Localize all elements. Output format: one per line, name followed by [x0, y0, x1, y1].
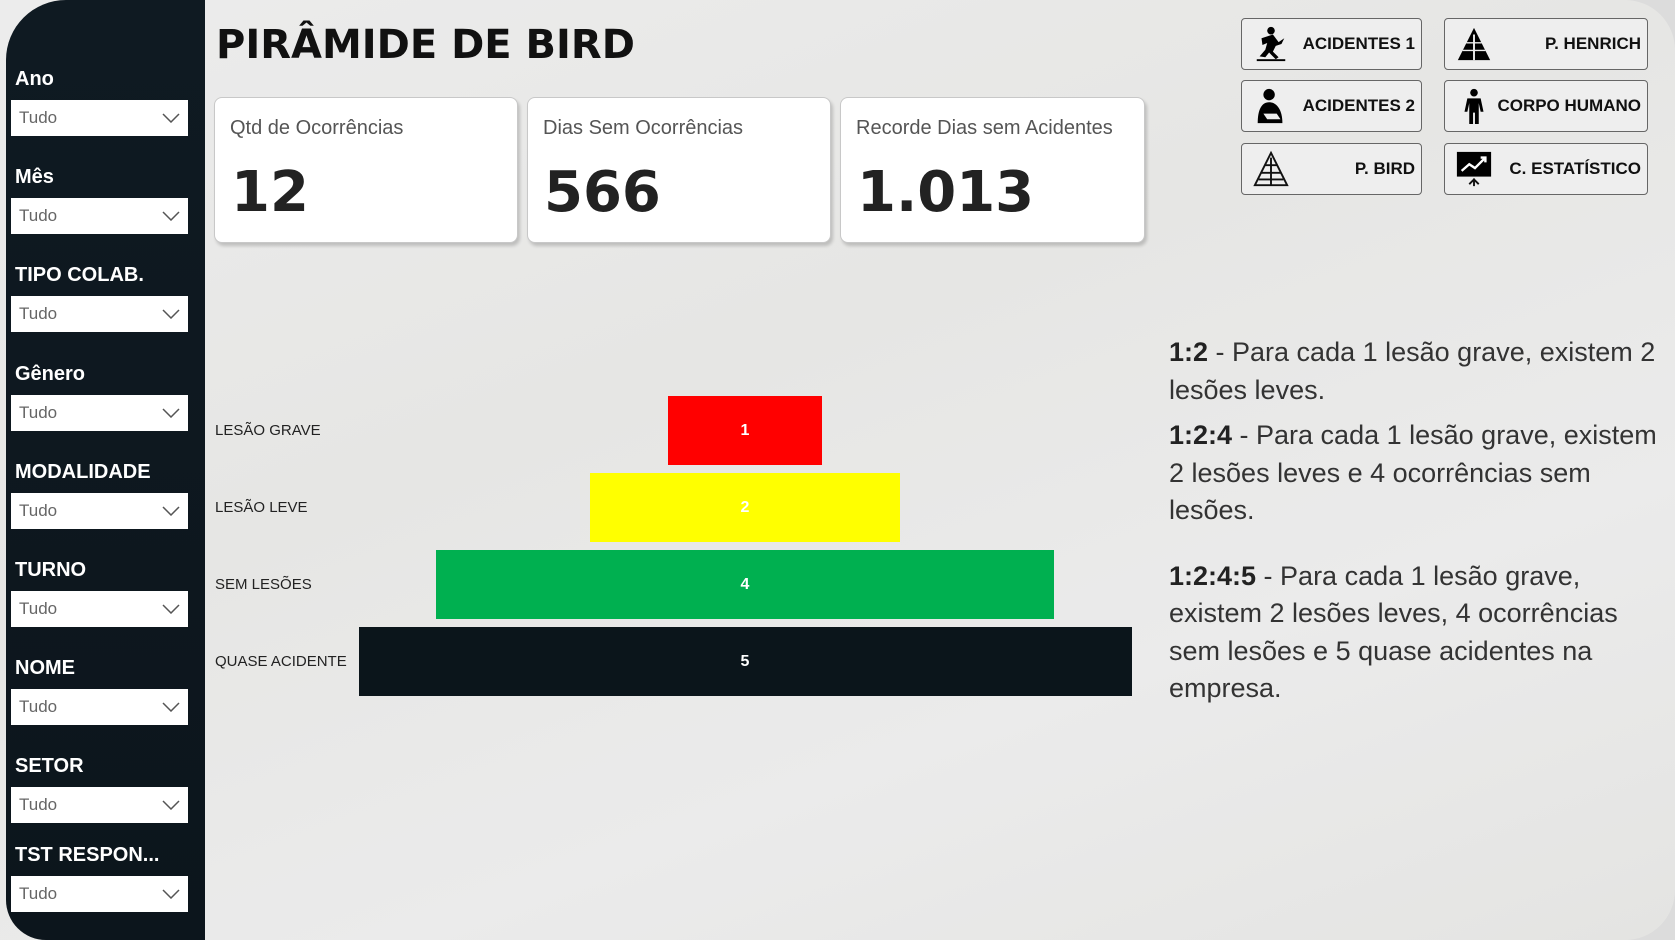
card-record: Recorde Dias sem Acidentes 1.013 [840, 97, 1145, 243]
dropdown-value: Tudo [19, 304, 58, 324]
nav-c-estatistico-button[interactable]: C. ESTATÍSTICO [1444, 143, 1648, 195]
note-1-2-4: 1:2:4 - Para cada 1 lesão grave, existem… [1169, 417, 1669, 530]
filter-label: Mês [15, 166, 54, 189]
category-label: QUASE ACIDENTE [215, 653, 347, 670]
filter-dropdown[interactable]: Tudo [11, 689, 188, 726]
pyramid-outline-icon [1253, 150, 1289, 187]
dropdown-value: Tudo [19, 206, 58, 226]
card-occurrences: Qtd de Ocorrências 12 [214, 97, 518, 243]
human-body-icon [1464, 88, 1484, 125]
pyramid-filled-icon [1457, 27, 1491, 61]
category-label: LESÃO GRAVE [215, 422, 321, 439]
category-label: SEM LESÕES [215, 576, 312, 593]
nav-acidentes-2-button[interactable]: ACIDENTES 2 [1241, 80, 1422, 132]
filter-dropdown[interactable]: Tudo [11, 296, 188, 333]
card-value: 566 [544, 160, 661, 225]
filter-label: TST RESPON... [15, 843, 160, 866]
filter-dropdown[interactable]: Tudo [11, 100, 188, 136]
filter-label: NOME [15, 657, 75, 680]
chevron-down-icon [162, 506, 180, 516]
dropdown-value: Tudo [19, 500, 58, 520]
pyramid-bar: 5 [358, 627, 1132, 696]
card-title: Dias Sem Ocorrências [543, 117, 744, 139]
dropdown-value: Tudo [19, 697, 58, 717]
dropdown-value: Tudo [19, 883, 58, 903]
filter-label: Ano [15, 68, 54, 90]
filter-dropdown[interactable]: Tudo [11, 394, 188, 431]
card-value: 1.013 [857, 160, 1035, 225]
falling-person-icon [1256, 26, 1286, 62]
nav-label: ACIDENTES 1 [1302, 34, 1415, 53]
filter-label: TURNO [15, 559, 87, 581]
category-label: LESÃO LEVE [215, 499, 308, 516]
data-label: 2 [740, 498, 750, 516]
chevron-down-icon [162, 889, 180, 899]
filter-sidebar [6, 0, 205, 940]
card-title: Qtd de Ocorrências [230, 117, 404, 139]
pyramid-bar: 1 [667, 396, 823, 465]
nav-label: CORPO HUMANO [1497, 96, 1641, 115]
nav-p-henrich-button[interactable]: P. HENRICH [1444, 18, 1648, 70]
data-label: 1 [740, 421, 750, 439]
data-label: 5 [740, 652, 750, 670]
filter-dropdown[interactable]: Tudo [11, 875, 188, 912]
filter-dropdown[interactable]: Tudo [11, 787, 188, 824]
note-1-2: 1:2 - Para cada 1 lesão grave, existem 2… [1169, 334, 1669, 409]
note-ratio: 1:2:4 [1169, 420, 1233, 450]
card-value: 12 [231, 160, 309, 225]
nav-corpo-humano-button[interactable]: CORPO HUMANO [1444, 80, 1648, 132]
filter-label: SETOR [15, 755, 84, 778]
chevron-down-icon [162, 702, 180, 713]
note-ratio: 1:2 [1169, 337, 1209, 367]
chevron-down-icon [162, 211, 180, 222]
filter-dropdown[interactable]: Tudo [11, 591, 188, 627]
pyramid-bar: 2 [590, 473, 900, 542]
dropdown-value: Tudo [19, 402, 58, 422]
nav-p-bird-button[interactable]: P. BIRD [1241, 143, 1422, 195]
nav-label: ACIDENTES 2 [1302, 96, 1415, 115]
page-title: PIRÂMIDE DE BIRD [216, 22, 635, 68]
chevron-down-icon [162, 800, 180, 811]
filter-dropdown[interactable]: Tudo [11, 198, 188, 235]
filter-label: Gênero [15, 362, 86, 385]
data-label: 4 [740, 575, 750, 593]
chevron-down-icon [162, 408, 180, 418]
note-text: - Para cada 1 lesão grave, existem 2 les… [1169, 560, 1618, 704]
dropdown-value: Tudo [19, 795, 58, 815]
filter-label: TIPO COLAB. [15, 264, 144, 287]
nav-label: P. BIRD [1354, 159, 1415, 178]
filter-label: MODALIDADE [15, 460, 151, 483]
chevron-down-icon [162, 309, 180, 320]
ratio-notes: 1:2 - Para cada 1 lesão grave, existem 2… [1169, 334, 1669, 716]
dropdown-value: Tudo [19, 108, 58, 127]
note-ratio: 1:2:4:5 [1169, 560, 1257, 591]
card-days-without: Dias Sem Ocorrências 566 [527, 97, 831, 243]
nav-acidentes-1-button[interactable]: ACIDENTES 1 [1241, 18, 1422, 70]
chevron-down-icon [162, 113, 180, 123]
chevron-down-icon [162, 604, 180, 614]
injured-arm-icon [1257, 88, 1283, 124]
card-title: Recorde Dias sem Acidentes [856, 117, 1113, 139]
filter-dropdown[interactable]: Tudo [11, 492, 188, 529]
dropdown-value: Tudo [19, 599, 58, 618]
note-1-2-4-5: 1:2:4:5 - Para cada 1 lesão grave, exist… [1169, 558, 1669, 708]
pyramid-bar: 4 [435, 550, 1055, 619]
nav-label: C. ESTATÍSTICO [1509, 159, 1641, 178]
nav-label: P. HENRICH [1544, 34, 1641, 53]
note-text: - Para cada 1 lesão grave, existem 2 les… [1169, 420, 1657, 525]
chart-board-icon [1456, 151, 1492, 187]
note-text: - Para cada 1 lesão grave, existem 2 les… [1169, 337, 1656, 405]
